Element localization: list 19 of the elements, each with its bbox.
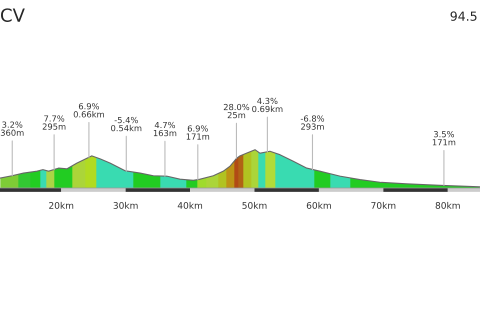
annotation: 28.0% 25m bbox=[224, 104, 250, 118]
annotation: 3.5% 171m bbox=[432, 131, 456, 146]
annotation: 4.3% 0.69km bbox=[252, 98, 282, 112]
annotation: 3.2% 360m bbox=[0, 121, 24, 136]
annotation: 7.7% 295m bbox=[42, 115, 66, 130]
chart-title: CV bbox=[1, 8, 25, 22]
x-tick-label: 50km bbox=[242, 202, 266, 209]
x-tick-label: 20km bbox=[49, 202, 74, 209]
annotation: 6.9% 171m bbox=[186, 125, 210, 140]
x-tick-label: 40km bbox=[178, 202, 202, 209]
annotation: -5.4% 0.54km bbox=[111, 116, 142, 132]
text: 94.5 bbox=[450, 11, 477, 21]
annotation: 4.7% 163m bbox=[154, 122, 176, 136]
x-tick-label: 60km bbox=[306, 202, 331, 209]
x-tick-label: 70km bbox=[371, 202, 396, 209]
x-tick-label: 30km bbox=[114, 202, 138, 209]
annotation: -6.8% 293m bbox=[300, 115, 324, 130]
x-tick-label: 80km bbox=[436, 202, 460, 209]
annotation: 6.9% 0.66km bbox=[74, 103, 104, 118]
